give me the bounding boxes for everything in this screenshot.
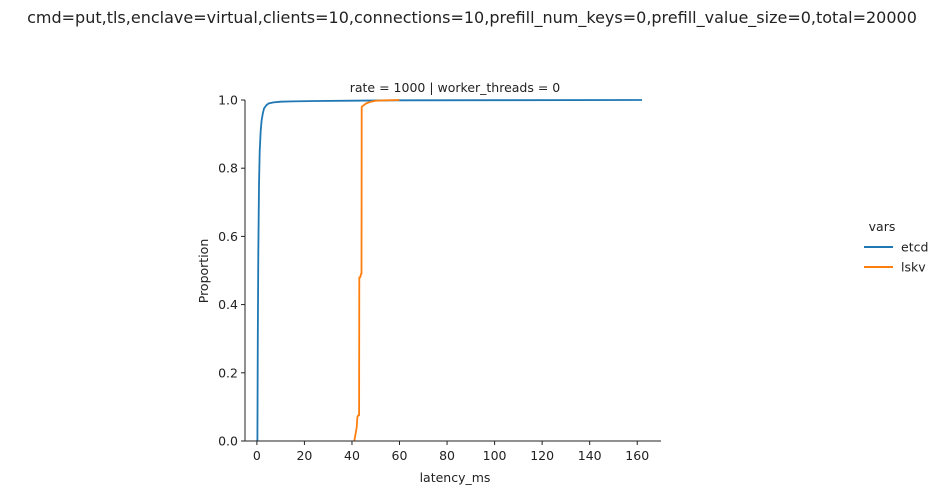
legend-label-etcd: etcd [901,240,928,255]
x-tick-label: 0 [253,448,261,463]
y-tick-label: 0.4 [218,297,238,312]
plot-area: 0 20 40 60 80 100 120 140 160 0.0 0.2 0.4 0.6 0.8 1.0 [218,93,661,463]
y-tick-label: 0.8 [218,161,238,176]
x-tick-label: 140 [578,448,602,463]
y-tick-label: 0.0 [218,434,238,449]
y-tick-label: 0.6 [218,229,238,244]
y-axis-label: Proportion [196,239,211,304]
legend: vars etcd lskv [864,219,928,275]
series-line-etcd [256,99,643,442]
legend-label-lskv: lskv [901,260,926,275]
x-ticks: 0 20 40 60 80 100 120 140 160 [253,441,649,463]
y-tick-label: 0.2 [218,365,238,380]
x-tick-label: 100 [483,448,507,463]
x-tick-label: 80 [439,448,455,463]
series-layer [256,99,643,442]
chart-subtitle: rate = 1000 | worker_threads = 0 [350,80,561,95]
chart-title: cmd=put,tls,enclave=virtual,clients=10,c… [27,8,917,28]
x-tick-label: 120 [530,448,554,463]
legend-title: vars [869,219,896,234]
x-tick-label: 20 [296,448,312,463]
x-axis-label: latency_ms [420,470,491,485]
y-ticks: 0.0 0.2 0.4 0.6 0.8 1.0 [218,93,245,449]
series-line-lskv [353,99,400,442]
x-tick-label: 40 [344,448,360,463]
x-tick-label: 60 [392,448,408,463]
y-tick-label: 1.0 [218,93,238,108]
x-tick-label: 160 [625,448,649,463]
